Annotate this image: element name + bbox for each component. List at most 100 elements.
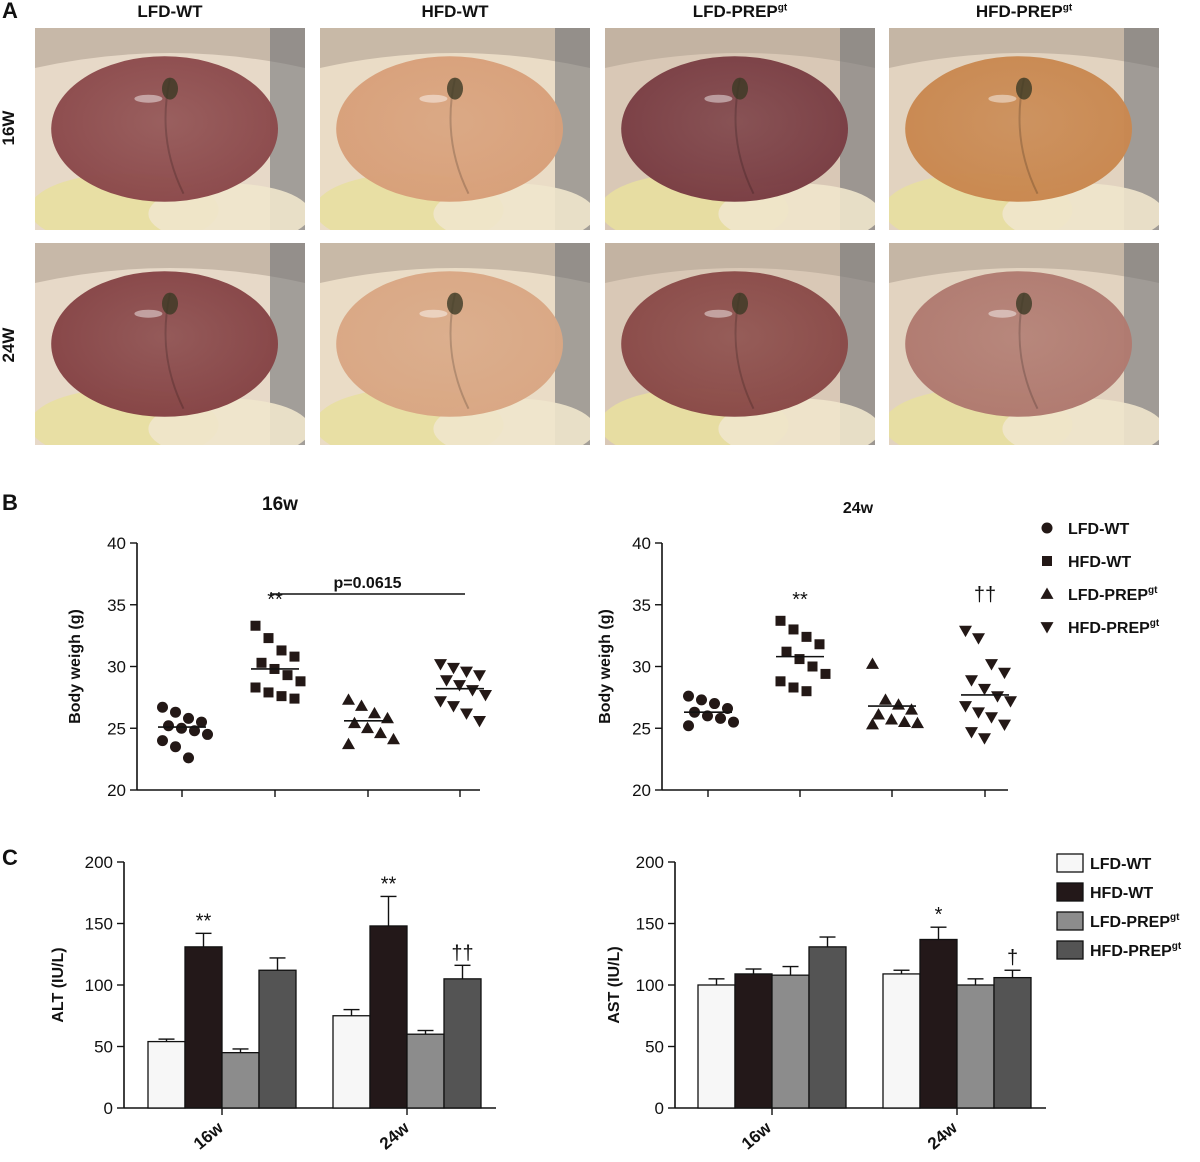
data-point-hfd-prep (460, 666, 473, 678)
column-header-hfd-wt: HFD-WT (421, 2, 489, 21)
y-tick-label: 200 (85, 853, 113, 872)
data-point-lfd-prep (872, 708, 885, 720)
significance-marker: †† (451, 942, 473, 964)
y-axis-label: Body weigh (g) (67, 609, 84, 724)
liver-photo-24w-lfd-wt (35, 243, 305, 445)
legend-label-lfd-wt: LFD-WT (1090, 856, 1152, 873)
column-header-hfd-prep: HFD-PREPgt (975, 2, 1073, 21)
data-point-hfd-prep (998, 719, 1011, 732)
liver-photo-16w-hfd-wt (320, 28, 590, 230)
data-point-hfd-prep (965, 675, 978, 687)
bar-lfd-prep-16w (771, 974, 810, 1109)
significance-marker: †† (974, 584, 996, 606)
data-point-lfd-wt (189, 725, 200, 737)
column-header-lfd-prep: LFD-PREPgt (692, 2, 788, 21)
bar-lfd-wt-24w (882, 973, 921, 1109)
y-tick-label: 40 (632, 534, 651, 553)
legend-marker-lfd-prep (1040, 587, 1054, 599)
data-point-lfd-wt (183, 752, 194, 764)
bar-hfd-prep-24w (443, 978, 482, 1109)
data-point-lfd-prep (892, 698, 905, 710)
data-point-hfd-wt (289, 693, 300, 704)
data-point-hfd-prep (972, 633, 985, 645)
data-point-hfd-wt (788, 624, 799, 635)
significance-marker: * (935, 904, 943, 926)
data-point-lfd-wt (722, 702, 733, 714)
data-point-lfd-wt (728, 716, 739, 728)
data-point-lfd-wt (163, 720, 174, 732)
panel-label-c: C (2, 845, 18, 870)
bar-hfd-wt-24w (369, 925, 408, 1109)
liver-photo-16w-lfd-wt (35, 28, 305, 230)
p-value-label: p=0.0615 (333, 575, 401, 592)
data-point-lfd-wt (202, 728, 213, 740)
data-point-hfd-wt (781, 646, 792, 657)
data-point-lfd-prep (348, 716, 361, 729)
data-point-lfd-wt (702, 710, 713, 722)
data-point-hfd-prep (460, 708, 473, 720)
data-point-hfd-prep (440, 675, 453, 687)
bar-hfd-prep-24w (993, 976, 1032, 1109)
data-point-hfd-wt (250, 620, 261, 631)
data-point-hfd-prep (978, 683, 991, 696)
y-tick-label: 30 (107, 658, 126, 677)
legend-label-hfd-wt: HFD-WT (1090, 885, 1153, 902)
y-axis-label: ALT (IU/L) (50, 947, 67, 1022)
data-point-hfd-wt (775, 615, 786, 626)
x-tick-label: 16w (190, 1118, 227, 1154)
y-axis-label: Body weigh (g) (597, 609, 614, 724)
data-point-hfd-prep (479, 690, 492, 702)
bar-chart-ast: 0 50 100 150 200 AST (IU/L) 16w 24w * † (606, 853, 1046, 1153)
bar-lfd-prep-16w (221, 1052, 260, 1109)
data-point-lfd-wt (157, 735, 168, 747)
legend-marker-lfd-wt (1041, 522, 1053, 534)
liver-photo-24w-lfd-prep (605, 243, 875, 445)
data-point-hfd-prep (991, 691, 1004, 703)
scatter-chart-24w: 24w 20 25 30 35 40 Body weigh (g) ** †† (597, 500, 1017, 800)
data-point-hfd-wt (276, 645, 287, 656)
panel-label-b: B (2, 490, 18, 515)
bar-legend: LFD-WT HFD-WT LFD-PREPgt HFD-PREPgt (1056, 853, 1182, 960)
data-point-lfd-wt (170, 741, 181, 753)
significance-marker: ** (196, 910, 212, 932)
liver-photo-24w-hfd-prep (889, 243, 1159, 445)
data-point-lfd-prep (374, 726, 387, 739)
y-tick-label: 35 (632, 596, 651, 615)
legend-swatch-lfd-wt (1056, 853, 1084, 873)
data-point-hfd-prep (447, 662, 460, 675)
data-point-lfd-wt (176, 722, 187, 734)
data-point-hfd-prep (978, 733, 991, 745)
bar-lfd-wt-16w (697, 984, 736, 1109)
y-tick-label: 150 (636, 915, 664, 934)
data-point-lfd-wt (683, 690, 694, 702)
data-point-hfd-prep (473, 670, 486, 682)
data-point-lfd-prep (387, 732, 400, 745)
data-point-lfd-wt (170, 706, 181, 718)
data-point-hfd-wt (256, 657, 267, 668)
legend-label-lfd-wt: LFD-WT (1068, 521, 1130, 538)
data-point-hfd-wt (807, 661, 818, 672)
bar-lfd-prep-24w (956, 984, 995, 1109)
y-axis-label: AST (IU/L) (606, 946, 623, 1023)
liver-photo-24w-hfd-wt (320, 243, 590, 445)
significance-marker: ** (267, 589, 283, 611)
y-tick-label: 100 (636, 976, 664, 995)
data-point-lfd-prep (866, 657, 879, 669)
data-point-hfd-prep (434, 659, 447, 671)
data-point-hfd-prep (998, 667, 1011, 680)
y-tick-label: 25 (107, 719, 126, 738)
y-tick-label: 35 (107, 596, 126, 615)
data-point-hfd-wt (775, 676, 786, 687)
data-point-lfd-prep (342, 737, 355, 750)
bar-lfd-wt-24w (332, 1015, 371, 1109)
y-tick-label: 0 (104, 1099, 113, 1118)
data-point-hfd-prep (1004, 696, 1017, 708)
data-point-hfd-prep (466, 685, 479, 697)
bar-hfd-wt-16w (734, 973, 773, 1109)
legend-label-hfd-prep: HFD-PREPgt (1090, 941, 1182, 960)
liver-photo-16w-lfd-prep (605, 28, 875, 230)
bar-hfd-wt-24w (919, 938, 958, 1109)
data-point-hfd-wt (263, 633, 274, 644)
data-point-hfd-prep (434, 696, 447, 708)
